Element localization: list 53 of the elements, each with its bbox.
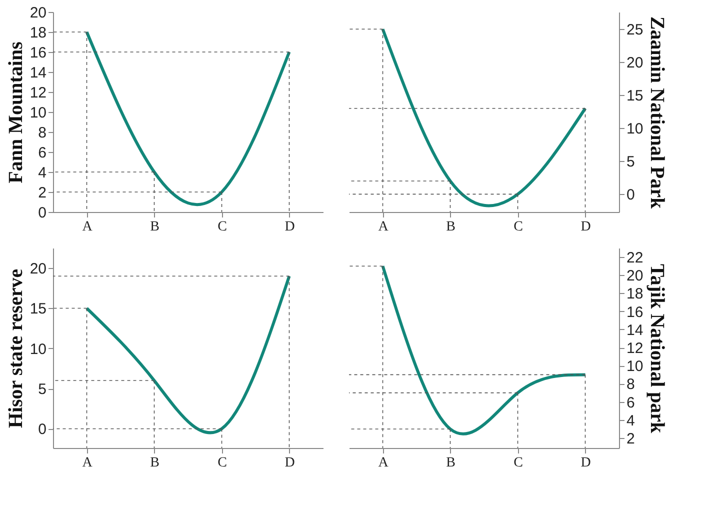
x-tick-label: A (378, 220, 390, 234)
y-tick-label: 8 (38, 124, 46, 142)
y-tick-label: 18 (30, 24, 46, 42)
y-axis-title: Hisor state reserve (4, 268, 27, 428)
x-tick-label: C (514, 456, 523, 470)
y2-tick-label: 12 (626, 340, 644, 358)
y2-tick-label: 20 (626, 268, 644, 285)
y-tick-label: 6 (38, 144, 46, 162)
x-tick-label: D (284, 456, 295, 470)
y-tick-label: 5 (38, 381, 46, 398)
y2-tick-label: 22 (626, 250, 644, 267)
y2-tick-label: 0 (626, 186, 635, 204)
y-tick-label: 15 (30, 300, 46, 318)
y-tick-label: 10 (30, 340, 46, 358)
y2-tick-label: 16 (626, 304, 644, 321)
x-tick-label: C (218, 220, 227, 234)
y-tick-label: 0 (38, 204, 46, 222)
y2-tick-label: 10 (626, 120, 644, 138)
y2-axis-title: Tajik National park (646, 264, 668, 434)
x-tick-label: A (82, 456, 94, 470)
y2-tick-label: 20 (626, 54, 644, 72)
y-axis-title: Fann Mountains (4, 41, 27, 184)
y-tick-label: 20 (30, 4, 46, 22)
y2-tick-label: 8 (626, 376, 635, 394)
y2-tick-label: 25 (626, 22, 644, 39)
x-tick-label: A (82, 220, 94, 234)
y2-tick-label: 6 (626, 394, 635, 412)
x-tick-label: B (446, 220, 456, 234)
y2-tick-label: 10 (626, 358, 644, 376)
y-tick-label: 12 (30, 84, 46, 102)
y2-tick-label: 18 (626, 286, 644, 303)
y2-tick-label: 15 (626, 88, 644, 105)
y-tick-label: 20 (30, 260, 46, 278)
x-tick-label: C (218, 456, 227, 470)
y2-tick-label: 5 (626, 154, 635, 171)
y-tick-label: 10 (30, 104, 46, 122)
x-tick-label: B (150, 220, 160, 234)
x-tick-label: B (150, 456, 160, 470)
x-tick-label: B (446, 456, 456, 470)
y2-tick-label: 4 (626, 412, 635, 430)
x-tick-label: A (378, 456, 390, 470)
x-tick-label: D (284, 220, 295, 234)
y2-tick-label: 2 (626, 430, 635, 448)
x-tick-label: D (580, 456, 591, 470)
y-tick-label: 2 (38, 184, 46, 202)
x-tick-label: D (580, 220, 591, 234)
x-tick-label: C (514, 220, 523, 234)
y-tick-label: 0 (38, 421, 46, 438)
y2-axis-title: Zaamin National Park (646, 16, 668, 210)
y-tick-label: 4 (38, 164, 46, 182)
y-tick-label: 16 (30, 44, 46, 62)
y2-tick-label: 14 (626, 322, 644, 339)
y-tick-label: 14 (30, 64, 46, 82)
